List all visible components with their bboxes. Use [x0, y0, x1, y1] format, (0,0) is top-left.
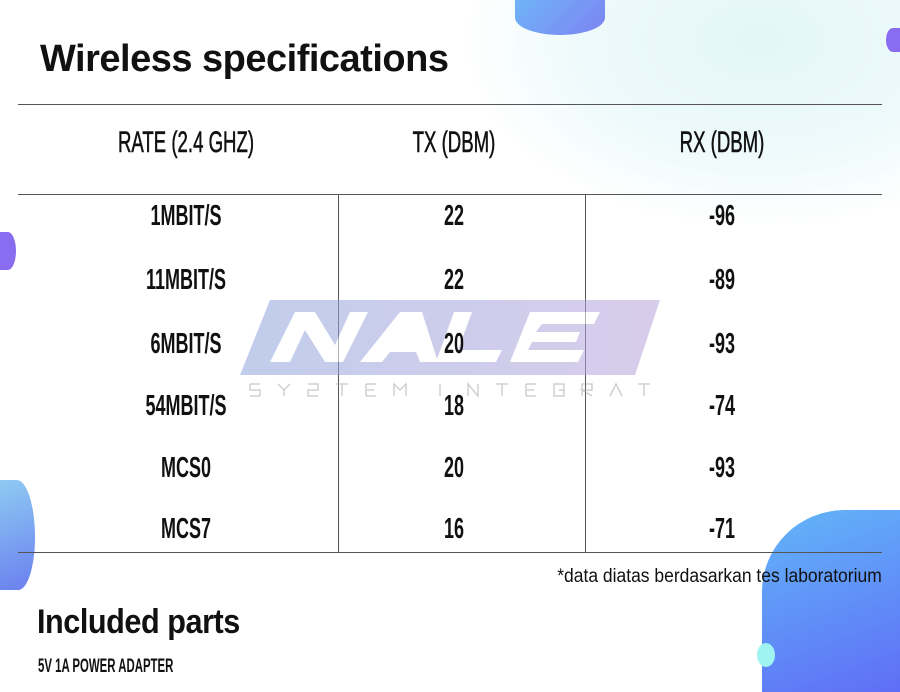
cell-rate: MCS7: [161, 513, 211, 545]
table-top-rule: [18, 104, 882, 105]
header-rx: RX (DBM): [679, 126, 765, 160]
cell-rx: -93: [708, 328, 735, 360]
included-part-item: 5V 1A POWER ADAPTER: [38, 656, 174, 677]
cell-rate: 6MBIT/S: [150, 328, 222, 360]
cell-tx: 18: [443, 390, 464, 422]
cell-rx: -71: [708, 513, 735, 545]
decor-blob-left: [0, 232, 16, 270]
included-parts-heading: Included parts: [37, 603, 240, 641]
cell-tx: 16: [443, 513, 464, 545]
table-bottom-rule: [18, 552, 882, 553]
decor-blob-right-bottom: [762, 510, 900, 692]
cell-rate: MCS0: [161, 452, 211, 484]
cell-tx: 20: [443, 328, 464, 360]
watermark-tagline-mark: [249, 381, 650, 399]
watermark-logo-letters: [270, 312, 600, 362]
cell-rate: 11MBIT/S: [146, 264, 226, 296]
cell-rx: -96: [708, 200, 735, 232]
table-header-rule: [18, 194, 882, 195]
header-tx: TX (DBM): [412, 126, 496, 160]
cell-rx: -93: [708, 452, 735, 484]
cell-rx: -89: [708, 264, 735, 296]
cell-rate: 54MBIT/S: [145, 390, 227, 422]
decor-blob-top: [515, 0, 605, 35]
page-title: Wireless specifications: [40, 38, 449, 80]
cell-tx: 20: [443, 452, 464, 484]
nale-watermark-logo: [240, 300, 660, 399]
cell-rate: 1MBIT/S: [150, 200, 222, 232]
cell-tx: 22: [443, 200, 464, 232]
decor-blob-right-top: [886, 28, 900, 52]
cell-tx: 22: [443, 264, 464, 296]
cell-rx: -74: [708, 390, 735, 422]
decor-blob-left-bottom: [0, 480, 35, 590]
footnote: *data diatas berdasarkan tes laboratoriu…: [557, 566, 882, 587]
decor-dot-cyan: [757, 643, 775, 667]
header-rate: RATE (2.4 GHZ): [117, 126, 255, 160]
